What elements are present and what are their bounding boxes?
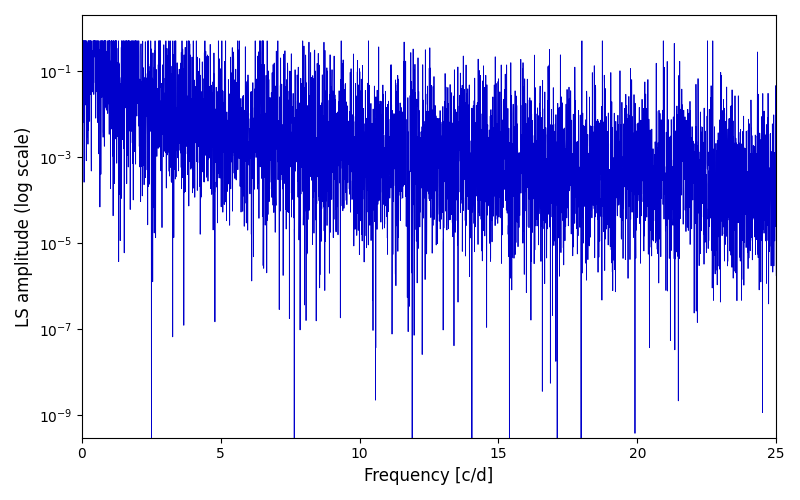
Y-axis label: LS amplitude (log scale): LS amplitude (log scale)	[15, 126, 33, 326]
X-axis label: Frequency [c/d]: Frequency [c/d]	[364, 467, 494, 485]
